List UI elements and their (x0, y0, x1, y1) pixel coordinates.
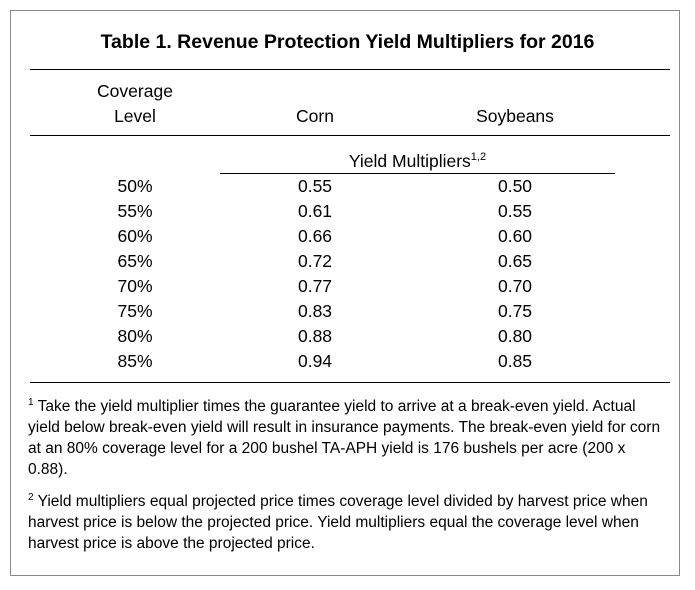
corn-cell: 0.72 (297, 251, 333, 271)
header-rule (30, 135, 670, 136)
table-row: 65% 0.72 0.65 (0, 249, 695, 274)
table-row: 55% 0.61 0.55 (0, 199, 695, 224)
coverage-cell: 65% (117, 251, 153, 271)
header-soybeans: Soybeans (476, 106, 554, 126)
coverage-cell: 70% (117, 276, 153, 296)
coverage-cell: 85% (117, 351, 153, 371)
corn-cell: 0.88 (297, 326, 333, 346)
footnote-1-marker: 1 (28, 397, 34, 408)
corn-cell: 0.77 (297, 276, 333, 296)
table-row: 50% 0.55 0.50 (0, 174, 695, 199)
table-row: 85% 0.94 0.85 (0, 349, 695, 374)
table-row: 70% 0.77 0.70 (0, 274, 695, 299)
footnote-2: 2 Yield multipliers equal projected pric… (28, 491, 668, 554)
coverage-cell: 50% (117, 176, 153, 196)
yield-multipliers-subheader: Yield Multipliers1,2 (220, 150, 615, 172)
corn-cell: 0.66 (297, 226, 333, 246)
corn-cell: 0.94 (297, 351, 333, 371)
header-coverage-line2: Level (114, 106, 156, 126)
subheader-superscript: 1,2 (470, 151, 487, 163)
footnote-2-marker: 2 (28, 492, 34, 503)
table-frame (10, 10, 680, 576)
soybeans-cell: 0.70 (497, 276, 533, 296)
body-rule (30, 382, 670, 383)
table-row: 75% 0.83 0.75 (0, 299, 695, 324)
corn-cell: 0.61 (297, 201, 333, 221)
table-title: Table 1. Revenue Protection Yield Multip… (100, 31, 595, 53)
footnote-1-text: Take the yield multiplier times the guar… (28, 398, 661, 478)
subheader-label: Yield Multipliers (348, 151, 471, 171)
header-coverage-line1: Coverage (97, 81, 173, 101)
table-row: 80% 0.88 0.80 (0, 324, 695, 349)
coverage-cell: 75% (117, 301, 153, 321)
footnote-1: 1 Take the yield multiplier times the gu… (28, 396, 668, 480)
header-corn: Corn (296, 106, 334, 126)
table-row: 60% 0.66 0.60 (0, 224, 695, 249)
corn-cell: 0.55 (297, 176, 333, 196)
soybeans-cell: 0.65 (497, 251, 533, 271)
soybeans-cell: 0.55 (497, 201, 533, 221)
soybeans-cell: 0.50 (497, 176, 533, 196)
coverage-cell: 80% (117, 326, 153, 346)
corn-cell: 0.83 (297, 301, 333, 321)
coverage-cell: 55% (117, 201, 153, 221)
footnote-2-text: Yield multipliers equal projected price … (28, 493, 648, 552)
coverage-cell: 60% (117, 226, 153, 246)
soybeans-cell: 0.75 (497, 301, 533, 321)
title-rule (30, 69, 670, 70)
soybeans-cell: 0.60 (497, 226, 533, 246)
soybeans-cell: 0.80 (497, 326, 533, 346)
soybeans-cell: 0.85 (497, 351, 533, 371)
subheader-rule (220, 173, 615, 174)
